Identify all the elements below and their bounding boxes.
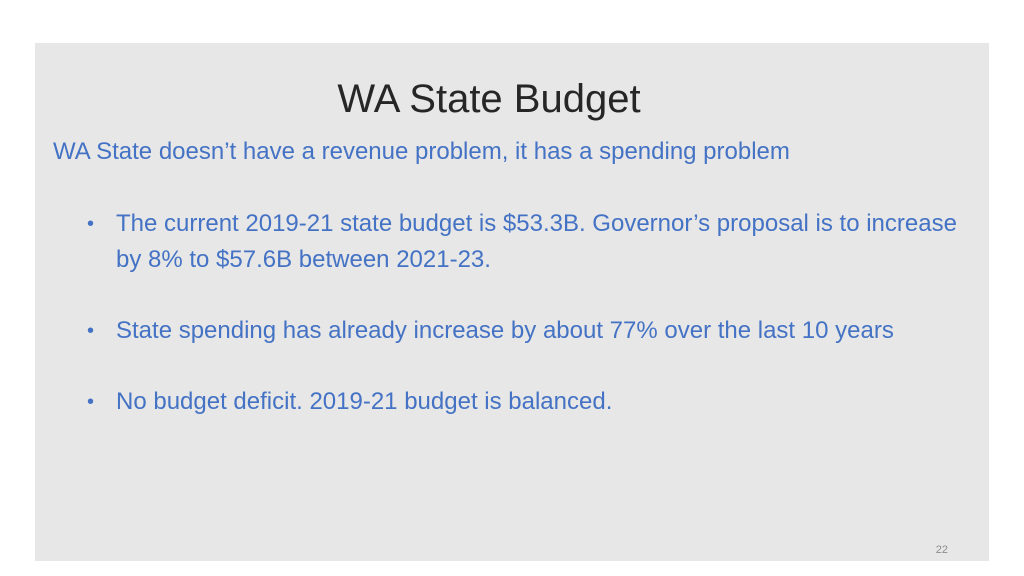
slide-subtitle: WA State doesn’t have a revenue problem,… [53,138,790,165]
bullet-text: The current 2019-21 state budget is $53.… [116,210,957,273]
bullet-text: State spending has already increase by a… [116,317,894,344]
bullet-icon: • [87,391,95,413]
bullet-item-budget: • The current 2019-21 state budget is $5… [87,206,967,278]
bullet-item-deficit: • No budget deficit. 2019-21 budget is b… [87,384,967,420]
bullet-item-spending: • State spending has already increase by… [87,313,967,349]
bullet-text: No budget deficit. 2019-21 budget is bal… [116,388,613,415]
bullet-icon: • [87,320,95,342]
bullet-icon: • [87,213,95,235]
bullet-list: • The current 2019-21 state budget is $5… [87,206,967,455]
page-number: 22 [935,544,948,556]
slide: WA State Budget WA State doesn’t have a … [35,43,989,561]
slide-title: WA State Budget [337,77,641,121]
